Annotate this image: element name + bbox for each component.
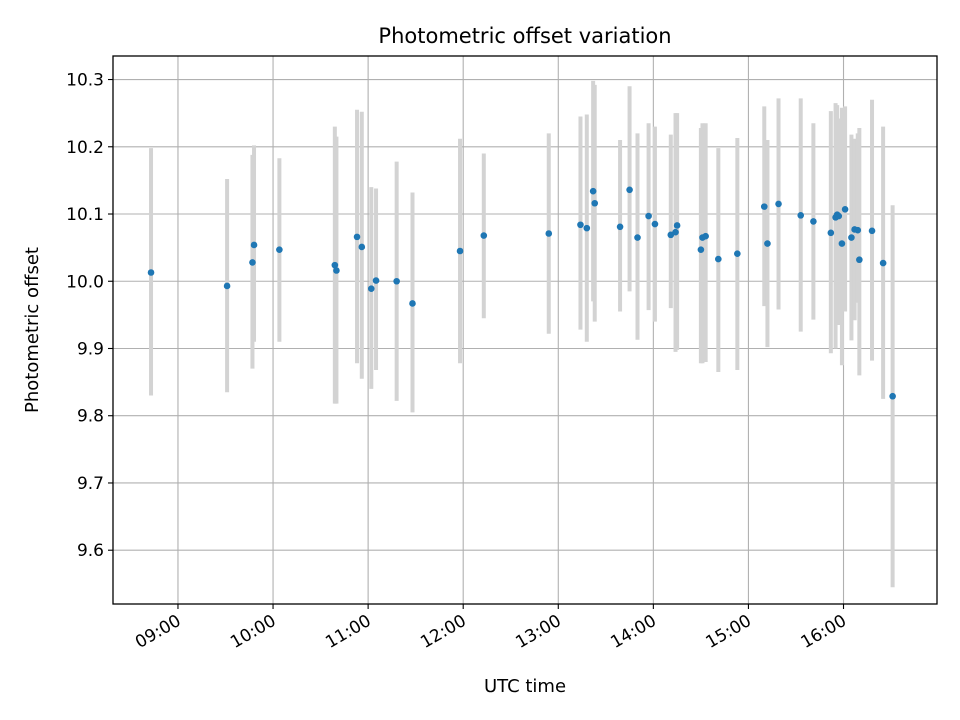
data-point <box>333 267 340 274</box>
data-point <box>626 186 633 194</box>
y-tick-label: 9.9 <box>77 339 104 359</box>
data-point <box>715 255 722 263</box>
data-point <box>810 218 817 225</box>
data-point <box>702 232 709 240</box>
data-point <box>372 277 380 284</box>
data-point <box>616 223 624 231</box>
data-point <box>760 203 768 210</box>
data-point <box>589 187 597 195</box>
data-point <box>868 227 876 235</box>
point-layer <box>147 186 896 400</box>
data-point <box>797 212 805 219</box>
data-point <box>841 206 849 213</box>
data-point <box>672 228 679 236</box>
data-point <box>848 234 855 241</box>
data-point <box>775 200 782 208</box>
data-point <box>250 241 258 249</box>
y-tick-label: 9.7 <box>77 474 104 494</box>
data-point <box>358 243 366 251</box>
y-tick-label: 10.0 <box>66 272 104 292</box>
data-point <box>879 259 887 267</box>
data-point <box>456 247 464 255</box>
y-tick-label: 9.6 <box>77 541 104 561</box>
data-point <box>583 224 591 232</box>
data-point <box>764 240 771 247</box>
data-point <box>249 259 256 266</box>
data-point <box>854 226 862 234</box>
data-point <box>645 212 652 220</box>
plot-frame <box>112 55 938 605</box>
data-point <box>223 282 231 290</box>
data-point <box>734 250 741 257</box>
y-tick-label: 9.8 <box>77 407 104 427</box>
data-point <box>577 221 584 229</box>
data-point <box>889 392 896 400</box>
data-point <box>147 269 155 276</box>
data-point <box>545 230 553 237</box>
data-point <box>673 222 681 229</box>
y-tick-label: 10.2 <box>66 138 104 158</box>
y-tick-label: 10.3 <box>66 71 104 91</box>
chart-title: Photometric offset variation <box>378 24 671 48</box>
data-point <box>634 234 641 241</box>
data-point <box>856 256 863 264</box>
data-point <box>353 233 361 241</box>
data-point <box>838 240 846 247</box>
data-point <box>331 261 339 269</box>
data-point <box>591 199 599 207</box>
data-point <box>827 229 835 237</box>
data-point <box>651 220 659 228</box>
y-axis-title: Photometric offset <box>22 247 43 413</box>
data-point <box>393 277 400 285</box>
y-tick-label: 10.1 <box>66 205 104 225</box>
data-point <box>409 300 416 307</box>
data-point <box>367 285 375 292</box>
data-point <box>697 246 705 253</box>
data-point <box>276 246 283 253</box>
data-point <box>835 212 843 220</box>
x-axis-title: UTC time <box>484 676 566 697</box>
data-point <box>480 232 488 239</box>
